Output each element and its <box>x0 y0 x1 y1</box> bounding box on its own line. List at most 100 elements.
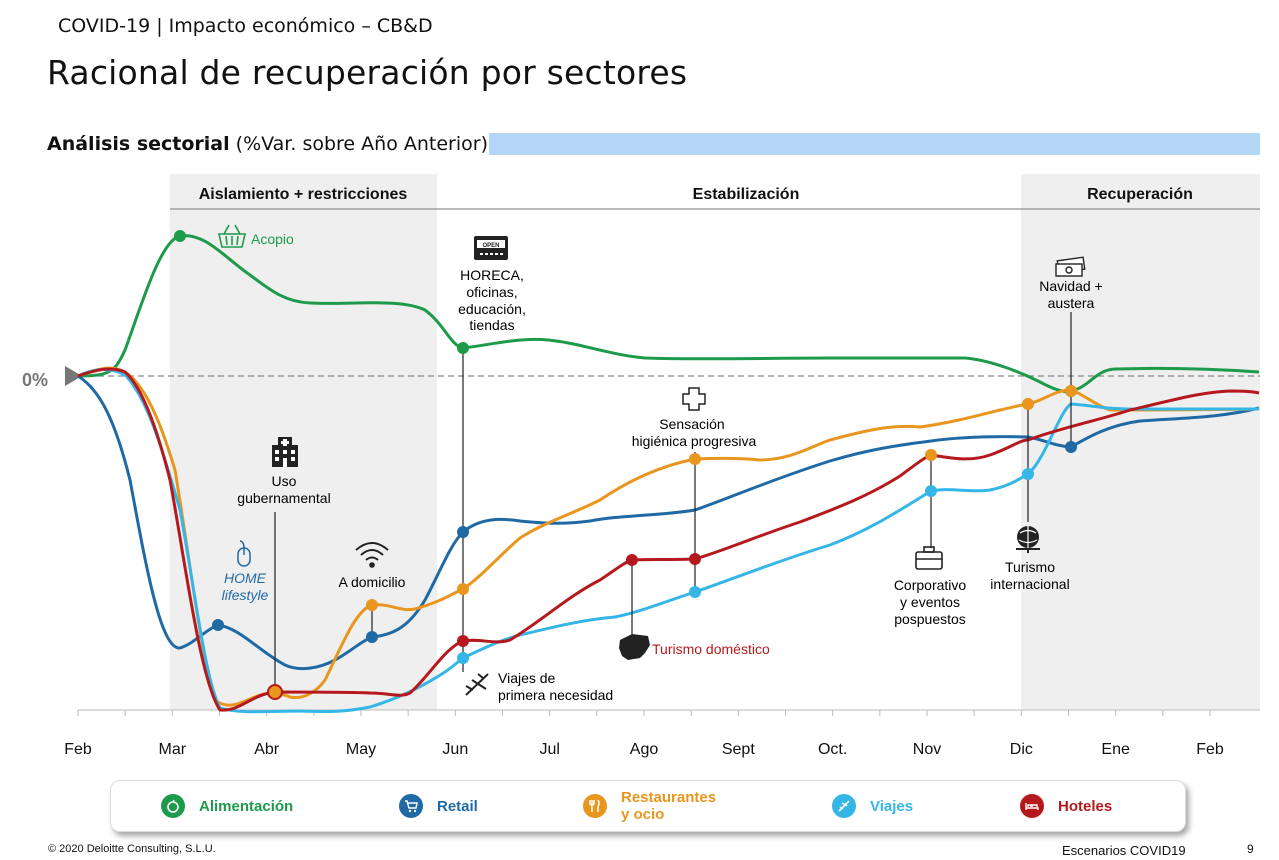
acopio-label: Acopio <box>251 231 294 247</box>
cutlery-icon <box>583 794 607 818</box>
corporativo-label-0: Corporativo <box>894 577 967 593</box>
phase-bg-recuperacion <box>1021 174 1260 710</box>
legend: Alimentación Retail Restaurantes y ocio … <box>110 780 1186 832</box>
hospital-icon <box>272 437 298 467</box>
turismo-int-annotation: Turismo internacional <box>990 526 1070 592</box>
zero-marker <box>65 366 82 386</box>
zero-label: 0% <box>22 370 48 390</box>
section-title-rest: (%Var. sobre Año Anterior) <box>229 133 488 155</box>
marker-restaurantes-may <box>366 599 378 611</box>
marker-hoteles-ago <box>626 554 638 566</box>
uso-label-1: gubernamental <box>237 490 330 506</box>
bed-icon <box>1020 794 1044 818</box>
mouse-icon <box>237 540 251 567</box>
x-tick-label: Abr <box>254 741 280 758</box>
section-accent-bar <box>489 133 1260 155</box>
marker-viajes-jun <box>457 652 469 664</box>
header-subtitle: COVID-19 | Impacto económico – CB&D <box>58 15 433 37</box>
marker-viajes-nov <box>925 485 937 497</box>
x-ticks: Feb Mar Abr May Jun Jul Ago Sept Oct. Nov Dic Ene Fe… <box>64 710 1224 758</box>
x-tick-label: Sept <box>722 741 755 758</box>
turismo-int-label-1: internacional <box>990 576 1069 592</box>
medical-cross-icon <box>682 387 706 411</box>
legend-label-retail: Retail <box>437 797 478 815</box>
marker-retail-may <box>366 631 378 643</box>
spain-map-icon <box>619 634 650 660</box>
legend-label-hoteles: Hoteles <box>1058 797 1113 815</box>
legend-label-viajes: Viajes <box>870 797 914 815</box>
x-tick-label: Ene <box>1101 741 1130 758</box>
uso-annotation: Uso gubernamental <box>237 437 331 506</box>
marker-restaurantes-sept <box>689 453 701 465</box>
marker-restaurantes-jun <box>457 583 469 595</box>
series-markers <box>174 230 1077 700</box>
x-tick-label: Jun <box>442 741 468 758</box>
wifi-icon <box>355 542 389 568</box>
x-tick-label: Nov <box>913 741 941 758</box>
marker-viajes-dic <box>1022 468 1034 480</box>
corporativo-label-2: pospuestos <box>894 611 966 627</box>
legend-item-viajes: Viajes <box>832 781 913 831</box>
shopping-cart-icon <box>399 794 423 818</box>
x-tick-label: Feb <box>64 741 92 758</box>
x-tick-label: Ago <box>630 741 659 758</box>
home-label-1: lifestyle <box>222 587 269 603</box>
marker-hoteles-sept <box>689 553 701 565</box>
legend-item-alimentacion: Alimentación <box>161 781 293 831</box>
acopio-annotation: Acopio <box>217 224 294 248</box>
x-tick-label: Mar <box>159 741 187 758</box>
x-tick-label: Jul <box>539 741 559 758</box>
section-title-bold: Análisis sectorial <box>47 133 230 155</box>
sensacion-label-0: Sensación <box>659 416 724 432</box>
legend-item-restaurantes: Restaurantes y ocio <box>583 781 716 831</box>
phase-label-recuperacion: Recuperación <box>1087 186 1193 203</box>
marker-hoteles-jun <box>457 635 469 647</box>
legend-label-restaurantes-1: y ocio <box>621 806 665 823</box>
series-line-viajes <box>77 368 1259 714</box>
horeca-label-1: oficinas, <box>466 284 517 300</box>
x-tick-label: Oct. <box>818 741 847 758</box>
marker-restaurantes-abr <box>267 684 283 700</box>
horeca-annotation: OPEN HORECA, oficinas, educación, tienda… <box>458 236 526 333</box>
viajes-primera-label-1: primera necesidad <box>498 687 613 703</box>
basket-icon <box>217 224 247 248</box>
viajes-primera-annotation: Viajes de primera necesidad <box>465 670 613 703</box>
marker-alimentacion-acopio <box>174 230 186 242</box>
marker-retail-ene <box>1065 441 1077 453</box>
home-label-0: HOME <box>224 570 267 586</box>
x-tick-label: May <box>346 741 376 758</box>
x-tick-label: Dic <box>1010 741 1033 758</box>
domicilio-annotation: A domicilio <box>339 542 406 590</box>
open-sign-icon: OPEN <box>474 236 508 260</box>
navidad-label-1: austera <box>1048 295 1095 311</box>
page-number: 9 <box>1247 842 1254 856</box>
corporativo-annotation: Corporativo y eventos pospuestos <box>894 546 967 627</box>
marker-restaurantes-dic <box>1022 398 1034 410</box>
footer-copyright: © 2020 Deloitte Consulting, S.L.U. <box>48 843 216 855</box>
home-annotation: HOME lifestyle <box>222 540 269 603</box>
annotation-connectors <box>274 312 1072 692</box>
phase-label-estabilizacion: Estabilización <box>693 186 800 203</box>
turismo-domestico-label: Turismo doméstico <box>652 641 770 657</box>
page-title: Racional de recuperación por sectores <box>47 53 688 92</box>
turismo-int-label-0: Turismo <box>1005 559 1055 575</box>
marker-alimentacion-jun <box>457 342 469 354</box>
legend-label-restaurantes: Restaurantes y ocio <box>621 789 716 823</box>
apple-icon <box>161 794 185 818</box>
svg-text:OPEN: OPEN <box>482 243 499 249</box>
money-icon <box>1055 256 1086 277</box>
globe-icon <box>1016 526 1040 553</box>
uso-label-0: Uso <box>272 473 297 489</box>
domicilio-label: A domicilio <box>339 574 406 590</box>
marker-retail-home <box>212 619 224 631</box>
navidad-annotation: Navidad + austera <box>1039 256 1103 311</box>
legend-label-restaurantes-0: Restaurantes <box>621 789 717 806</box>
turismo-domestico-annotation: Turismo doméstico <box>619 634 770 660</box>
airplane-icon <box>465 673 489 696</box>
legend-item-hoteles: Hoteles <box>1020 781 1112 831</box>
legend-label-alimentacion: Alimentación <box>199 797 294 815</box>
marker-restaurantes-ene <box>1065 385 1077 397</box>
marker-restaurantes-nov <box>925 449 937 461</box>
navidad-label-0: Navidad + <box>1039 278 1102 294</box>
horeca-label-0: HORECA, <box>460 267 524 283</box>
